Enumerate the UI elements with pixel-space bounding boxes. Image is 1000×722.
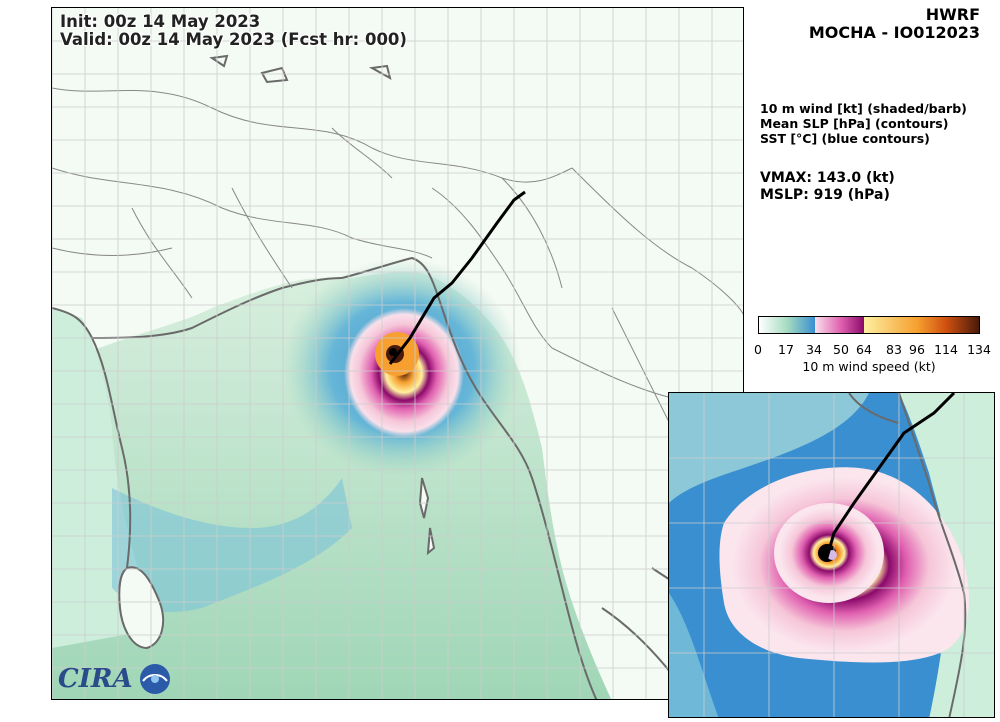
vmax-readout: VMAX: 143.0 (kt) (760, 170, 895, 186)
colorbar-tick-34: 34 (806, 342, 822, 357)
colorbar-segment-96-114 (916, 317, 947, 333)
inset-coastlines (848, 393, 967, 717)
model-title: HWRF (925, 5, 980, 24)
political-borders (52, 87, 743, 549)
colorbar-segment-64-83 (864, 317, 896, 333)
colorbar-tick-0: 0 (754, 342, 762, 357)
colorbar-tick-17: 17 (778, 342, 794, 357)
colorbar-segment-17-34 (786, 317, 815, 333)
inset-map-svg (669, 393, 994, 717)
wind-colorbar (758, 316, 980, 334)
tibet-lakes (209, 54, 392, 84)
andaman-islands (418, 477, 436, 556)
storm-track (388, 190, 526, 365)
colorbar-segment-0-17 (759, 317, 787, 333)
inset-land (899, 393, 994, 717)
colorbar-segment-50-64 (841, 317, 865, 333)
colorbar-segment-34-50 (814, 317, 842, 333)
colorbar-tick-96: 96 (909, 342, 925, 357)
legend-wind: 10 m wind [kt] (shaded/barb) (760, 101, 967, 116)
valid-time-label: Valid: 00z 14 May 2023 (Fcst hr: 000) (60, 30, 407, 49)
init-time-label: Init: 00z 14 May 2023 (60, 12, 261, 31)
colorbar-label: 10 m wind speed (kt) (802, 359, 936, 374)
sri-lanka (118, 566, 165, 650)
colorbar-segment-83-96 (895, 317, 917, 333)
colorbar-tick-134: 134 (967, 342, 991, 357)
wind-band-blue (112, 478, 352, 612)
colorbar-tick-64: 64 (856, 342, 872, 357)
legend-slp: Mean SLP [hPa] (contours) (760, 116, 949, 131)
storm-title: MOCHA - IO012023 (808, 23, 980, 42)
colorbar-segment-114-134 (946, 317, 979, 333)
cira-logo-text: CIRA (58, 664, 133, 694)
main-map-svg (52, 8, 743, 699)
ramm-globe-icon (139, 664, 170, 694)
mslp-readout: MSLP: 919 (hPa) (760, 187, 890, 203)
inset-zoom-map[interactable] (668, 392, 995, 718)
cira-logo: CIRA (58, 663, 171, 695)
inset-storm-track (824, 393, 956, 562)
colorbar-tick-83: 83 (886, 342, 902, 357)
inset-gridlines (669, 393, 994, 717)
main-wind-map[interactable]: Init: 00z 14 May 2023 Valid: 00z 14 May … (51, 7, 744, 700)
myanmar-coastline (341, 256, 598, 699)
legend-sst: SST [°C] (blue contours) (760, 131, 930, 146)
india-coastline (52, 277, 343, 569)
colorbar-tick-50: 50 (833, 342, 849, 357)
colorbar-tick-114: 114 (934, 342, 958, 357)
